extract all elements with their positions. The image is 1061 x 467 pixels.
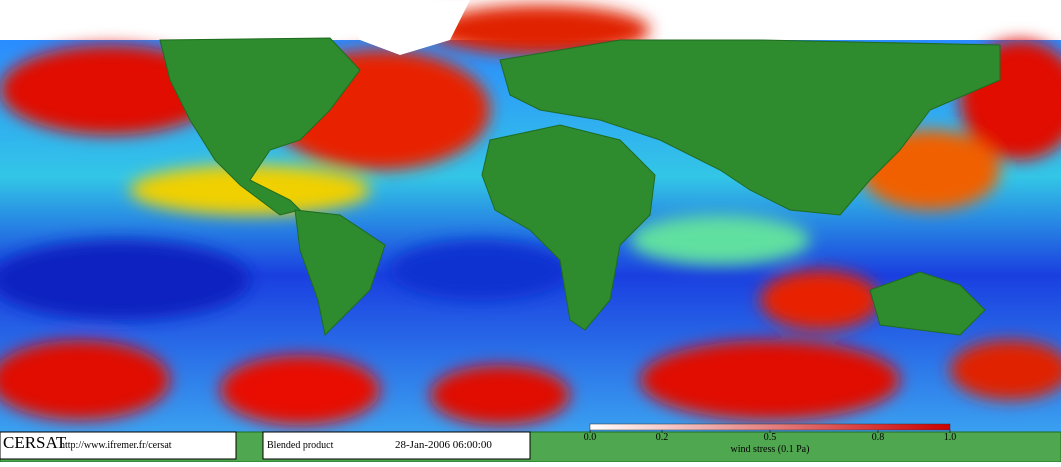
greenland (340, 0, 470, 55)
timestamp: 28-Jan-2006 06:00:00 (395, 439, 492, 451)
logo: CERSAT (3, 433, 67, 452)
wind-fields (0, 5, 1061, 425)
logo-box (0, 431, 237, 460)
colorbar (589, 423, 951, 431)
colorbar-ticks: 0.0 0.2 0.5 0.8 1.0 (584, 430, 957, 443)
colorbar-tick-label: 1.0 (944, 432, 957, 443)
colorbar-tick-label: 0.5 (764, 432, 777, 443)
colorbar-label: wind stress (0.1 Pa) (731, 444, 810, 455)
info-box (262, 431, 531, 460)
product: Blended product (267, 440, 334, 451)
colorbar-tick-label: 0.2 (656, 432, 669, 443)
url: http://www.ifremer.fr/cersat (60, 440, 172, 451)
colorbar-tick-label: 0.0 (584, 432, 597, 443)
colorbar-tick-label: 0.8 (872, 432, 885, 443)
